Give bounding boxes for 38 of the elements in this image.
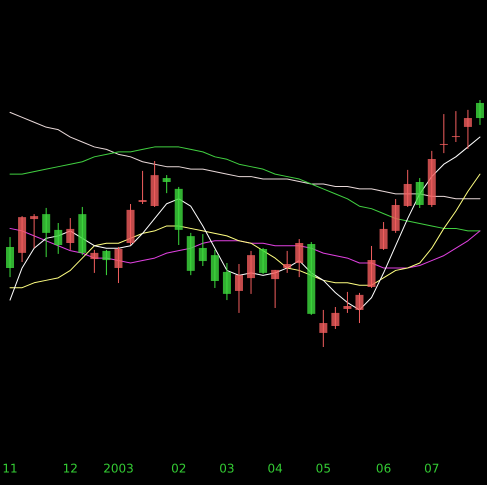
candlestick [331,306,340,330]
x-tick-label: 03 [219,462,235,476]
x-tick-label: 06 [376,462,392,476]
candlestick [319,309,328,348]
x-tick-label: 12 [62,462,78,476]
candlestick [416,178,424,208]
candlestick [162,174,171,194]
x-tick-label: 07 [424,462,440,476]
candlestick [54,222,62,254]
x-tick-label: 2003 [103,462,134,476]
x-tick-label: 04 [267,462,283,476]
candlestick [355,292,364,324]
candlestick [42,207,50,258]
x-tick-label: 05 [316,462,331,476]
candlestick [30,214,38,248]
candlestick [138,170,147,204]
candlestick [102,249,110,276]
candlestick [271,269,280,308]
candlestick [404,169,412,208]
candlestick [476,100,484,126]
candlestick [283,250,292,274]
candlestick [464,109,472,150]
candlestick [198,234,207,266]
candlestick [440,114,448,154]
x-tick-label: 11 [2,462,18,476]
candlestick [234,264,243,314]
x-tick-label: 02 [171,462,186,476]
candlestick [222,262,231,301]
candlestick [259,247,268,274]
candlestick [380,222,388,250]
candlestick [90,249,98,274]
candlestick [114,246,122,284]
candlestick [6,236,14,278]
candlestick [452,110,460,142]
candlestick [295,238,304,278]
candlestick [247,250,256,294]
candlestick [343,291,352,314]
candlestick [66,218,74,250]
